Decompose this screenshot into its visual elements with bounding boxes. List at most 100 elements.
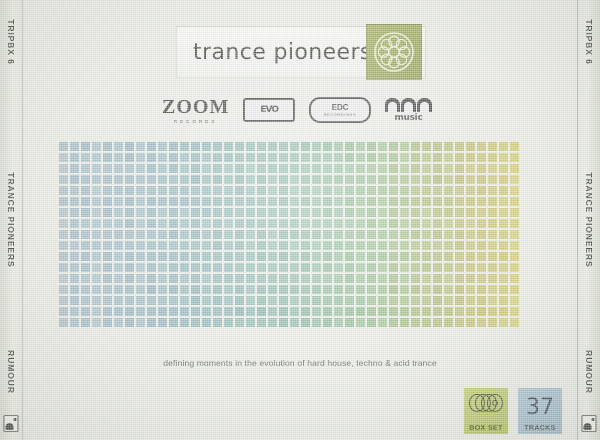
mosaic-cell	[334, 274, 343, 283]
mosaic-cell	[499, 285, 508, 294]
mosaic-cell	[114, 241, 123, 250]
mosaic-cell	[59, 307, 68, 316]
mosaic-cell	[411, 274, 420, 283]
mosaic-cell	[224, 263, 233, 272]
mosaic-cell	[81, 186, 90, 195]
mosaic-cell	[510, 219, 519, 228]
mosaic-cell	[191, 296, 200, 305]
mosaic-cell	[477, 307, 486, 316]
mosaic-cell	[422, 142, 431, 151]
mosaic-cell	[312, 252, 321, 261]
mosaic-cell	[356, 219, 365, 228]
mosaic-cell	[334, 230, 343, 239]
mosaic-cell	[488, 318, 497, 327]
mosaic-cell	[444, 142, 453, 151]
mosaic-cell	[378, 164, 387, 173]
mosaic-cell	[257, 241, 266, 250]
mosaic-cell	[279, 285, 288, 294]
mosaic-cell	[279, 153, 288, 162]
mosaic-cell	[466, 153, 475, 162]
mosaic-cell	[477, 230, 486, 239]
mosaic-cell	[290, 186, 299, 195]
mosaic-cell	[103, 142, 112, 151]
mosaic-cell	[224, 175, 233, 184]
mosaic-cell	[213, 175, 222, 184]
mosaic-cell	[268, 219, 277, 228]
mosaic-cell	[268, 186, 277, 195]
mosaic-cell	[433, 274, 442, 283]
mosaic-cell	[180, 274, 189, 283]
mosaic-cell	[356, 285, 365, 294]
mosaic-cell	[202, 230, 211, 239]
mosaic-cell	[367, 296, 376, 305]
mosaic-cell	[224, 296, 233, 305]
mosaic-cell	[92, 197, 101, 206]
mosaic-cell	[81, 197, 90, 206]
mosaic-cell	[510, 142, 519, 151]
mosaic-cell	[136, 252, 145, 261]
mosaic-cell	[488, 296, 497, 305]
mosaic-cell	[488, 197, 497, 206]
mosaic-cell	[169, 318, 178, 327]
mosaic-cell	[202, 142, 211, 151]
mosaic-cell	[433, 186, 442, 195]
mosaic-cell	[312, 197, 321, 206]
mosaic-cell	[114, 263, 123, 272]
mosaic-cell	[400, 219, 409, 228]
rosette-circle-icon	[366, 24, 422, 80]
mosaic-cell	[323, 197, 332, 206]
mosaic-cell	[169, 285, 178, 294]
mosaic-cell	[279, 263, 288, 272]
mosaic-cell	[279, 175, 288, 184]
mosaic-cell	[246, 274, 255, 283]
mosaic-cell	[125, 285, 134, 294]
mosaic-cell	[279, 142, 288, 151]
mosaic-cell	[224, 318, 233, 327]
cover-mosaic-grid	[59, 142, 519, 327]
mosaic-cell	[191, 175, 200, 184]
mosaic-cell	[367, 175, 376, 184]
mosaic-cell	[323, 208, 332, 217]
mosaic-cell	[323, 307, 332, 316]
mosaic-cell	[224, 307, 233, 316]
mosaic-cell	[92, 241, 101, 250]
mosaic-cell	[400, 263, 409, 272]
mosaic-cell	[510, 274, 519, 283]
mosaic-cell	[202, 241, 211, 250]
mosaic-cell	[455, 252, 464, 261]
mosaic-cell	[422, 175, 431, 184]
mosaic-cell	[169, 208, 178, 217]
mosaic-cell	[180, 230, 189, 239]
mosaic-cell	[279, 252, 288, 261]
mosaic-cell	[499, 208, 508, 217]
mosaic-cell	[235, 263, 244, 272]
mosaic-cell	[103, 274, 112, 283]
mosaic-cell	[235, 219, 244, 228]
mosaic-cell	[455, 307, 464, 316]
mosaic-cell	[147, 307, 156, 316]
mosaic-cell	[422, 285, 431, 294]
mosaic-cell	[312, 296, 321, 305]
mosaic-cell	[334, 142, 343, 151]
mosaic-cell	[279, 296, 288, 305]
mosaic-cell	[202, 153, 211, 162]
mosaic-cell	[92, 230, 101, 239]
mosaic-cell	[103, 230, 112, 239]
mosaic-cell	[334, 175, 343, 184]
mosaic-cell	[466, 175, 475, 184]
mosaic-cell	[147, 142, 156, 151]
mosaic-cell	[334, 318, 343, 327]
spine-right: TRIPBX 6 TRANCE PIONEERS RUMOUR	[577, 0, 600, 440]
mosaic-cell	[235, 318, 244, 327]
mosaic-cell	[81, 307, 90, 316]
mosaic-cell	[114, 186, 123, 195]
mosaic-cell	[114, 318, 123, 327]
mosaic-cell	[279, 186, 288, 195]
mosaic-cell	[246, 153, 255, 162]
mosaic-cell	[136, 164, 145, 173]
mosaic-cell	[301, 241, 310, 250]
mosaic-cell	[224, 285, 233, 294]
mosaic-cell	[499, 153, 508, 162]
mosaic-cell	[246, 186, 255, 195]
mosaic-cell	[367, 263, 376, 272]
